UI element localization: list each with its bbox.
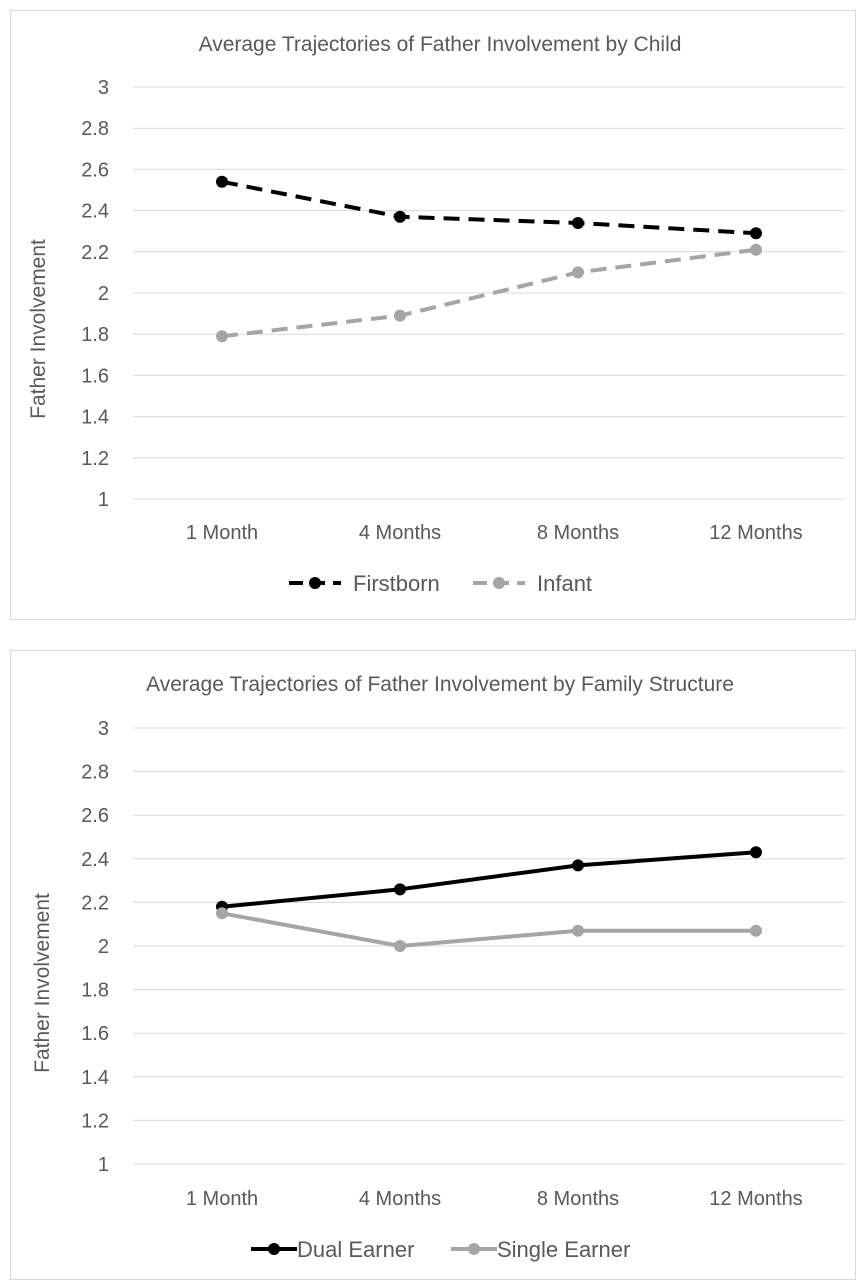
- x-tick-labels: 1 Month 4 Months 8 Months 12 Months: [186, 522, 803, 544]
- y-tick-label: 2.4: [81, 201, 109, 223]
- legend-label: Dual Earner: [297, 1237, 414, 1262]
- data-point: [216, 175, 228, 188]
- x-tick-label: 1 Month: [186, 522, 258, 544]
- data-point: [750, 924, 762, 937]
- legend-marker: [468, 1243, 480, 1255]
- chart-panel-child: Average Trajectories of Father Involveme…: [10, 10, 856, 620]
- y-tick-label: 1: [98, 489, 109, 511]
- data-point: [750, 227, 762, 240]
- y-axis-label: Father Involvement: [27, 239, 50, 419]
- y-tick-label: 3: [98, 718, 109, 740]
- x-tick-label: 4 Months: [359, 1188, 441, 1210]
- y-tick-label: 1.8: [81, 324, 109, 346]
- data-point: [572, 266, 584, 279]
- y-tick-label: 1.4: [81, 407, 109, 429]
- y-tick-label: 1.8: [81, 980, 109, 1002]
- y-tick-label: 2.2: [81, 242, 109, 264]
- y-tick-label: 1.2: [81, 448, 109, 470]
- y-tick-label: 2.2: [81, 892, 109, 914]
- x-tick-label: 12 Months: [709, 1188, 802, 1210]
- data-point: [394, 309, 406, 322]
- data-point: [572, 859, 584, 872]
- y-tick-labels: 1 1.2 1.4 1.6 1.8 2 2.2 2.4 2.6 2.8 3: [81, 718, 109, 1176]
- series-group: [216, 175, 762, 343]
- chart-panel-family: Average Trajectories of Father Involveme…: [10, 650, 856, 1280]
- y-tick-label: 1: [98, 1154, 109, 1176]
- series-line: [221, 850, 757, 909]
- y-tick-label: 1.4: [81, 1067, 109, 1089]
- series-line: [221, 179, 757, 236]
- legend-label: Firstborn: [353, 571, 440, 596]
- data-point: [394, 940, 406, 952]
- legend: Firstborn Infant: [289, 571, 592, 596]
- data-point: [750, 846, 762, 859]
- legend-label: Infant: [537, 571, 592, 596]
- gridlines: [133, 727, 845, 1165]
- x-tick-labels: 1 Month 4 Months 8 Months 12 Months: [186, 1188, 803, 1210]
- y-axis-label: Father Involvement: [31, 893, 54, 1073]
- y-tick-label: 2: [98, 283, 109, 305]
- legend-marker: [493, 577, 505, 589]
- series-line: [221, 911, 756, 948]
- y-tick-label: 1.6: [81, 365, 109, 387]
- y-tick-label: 2: [98, 936, 109, 958]
- data-point: [216, 907, 228, 920]
- legend-marker: [309, 577, 321, 589]
- x-tick-label: 1 Month: [186, 1188, 258, 1210]
- legend: Dual Earner Single Earner: [251, 1237, 630, 1262]
- data-point: [394, 210, 406, 223]
- data-point: [750, 243, 762, 256]
- chart-family-svg: Average Trajectories of Father Involveme…: [31, 673, 845, 1262]
- y-tick-label: 1.2: [81, 1110, 109, 1132]
- data-point: [572, 216, 584, 229]
- data-point: [216, 330, 228, 343]
- y-tick-label: 2.8: [81, 118, 109, 140]
- series-line: [221, 247, 757, 339]
- chart-child-svg: Average Trajectories of Father Involveme…: [27, 33, 845, 596]
- y-tick-label: 2.6: [81, 159, 109, 181]
- chart-title: Average Trajectories of Father Involveme…: [199, 33, 682, 56]
- y-tick-label: 2.4: [81, 849, 109, 871]
- chart-title: Average Trajectories of Father Involveme…: [146, 673, 734, 696]
- y-tick-label: 2.8: [81, 762, 109, 784]
- series-group: [216, 846, 762, 952]
- x-tick-label: 8 Months: [537, 522, 619, 544]
- x-tick-label: 12 Months: [709, 522, 802, 544]
- y-tick-labels: 1 1.2 1.4 1.6 1.8 2 2.2 2.4 2.6 2.8 3: [81, 77, 109, 511]
- x-tick-label: 8 Months: [537, 1188, 619, 1210]
- y-tick-label: 2.6: [81, 805, 109, 827]
- data-point: [572, 924, 584, 937]
- legend-marker: [268, 1243, 280, 1255]
- x-tick-label: 4 Months: [359, 522, 441, 544]
- data-point: [394, 883, 406, 896]
- y-tick-label: 1.6: [81, 1023, 109, 1045]
- legend-label: Single Earner: [497, 1237, 630, 1262]
- y-tick-label: 3: [98, 77, 109, 99]
- gridlines: [133, 86, 845, 500]
